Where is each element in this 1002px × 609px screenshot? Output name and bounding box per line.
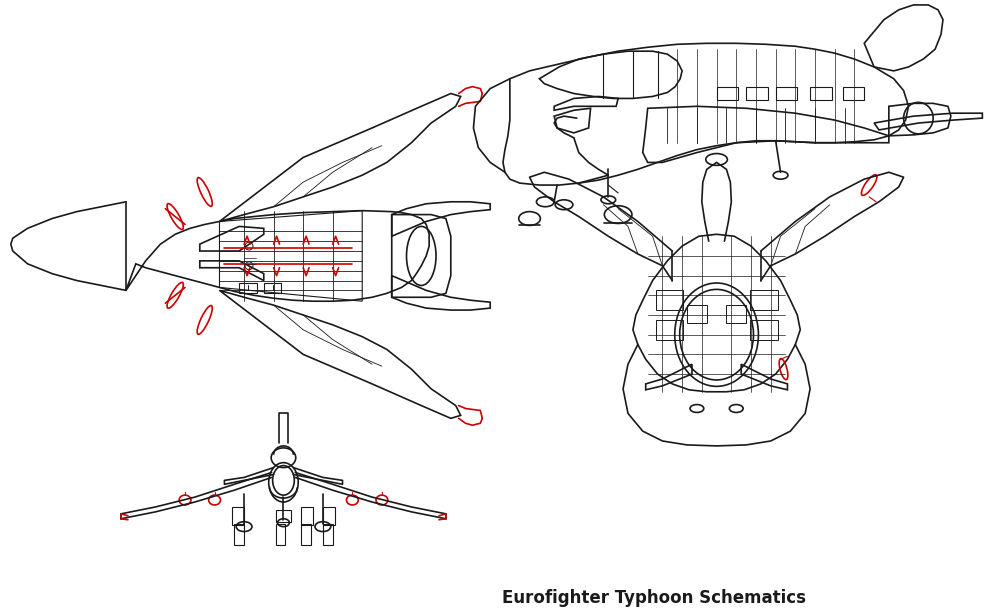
Bar xyxy=(234,524,243,545)
Bar xyxy=(232,507,243,525)
Bar xyxy=(276,524,286,545)
Bar xyxy=(725,305,745,323)
Bar xyxy=(745,86,767,100)
Bar xyxy=(749,320,777,340)
Bar xyxy=(323,507,335,525)
Bar xyxy=(323,524,333,545)
Bar xyxy=(655,320,682,340)
Bar xyxy=(238,284,257,294)
Bar xyxy=(276,510,291,522)
Bar xyxy=(301,524,311,545)
Bar xyxy=(655,290,682,310)
Bar xyxy=(715,86,737,100)
Bar xyxy=(686,305,706,323)
Bar xyxy=(301,507,313,525)
Bar xyxy=(775,86,797,100)
Bar xyxy=(810,86,831,100)
Bar xyxy=(264,284,282,294)
Text: Eurofighter Typhoon Schematics: Eurofighter Typhoon Schematics xyxy=(501,589,806,607)
Bar xyxy=(842,86,864,100)
Bar xyxy=(749,290,777,310)
